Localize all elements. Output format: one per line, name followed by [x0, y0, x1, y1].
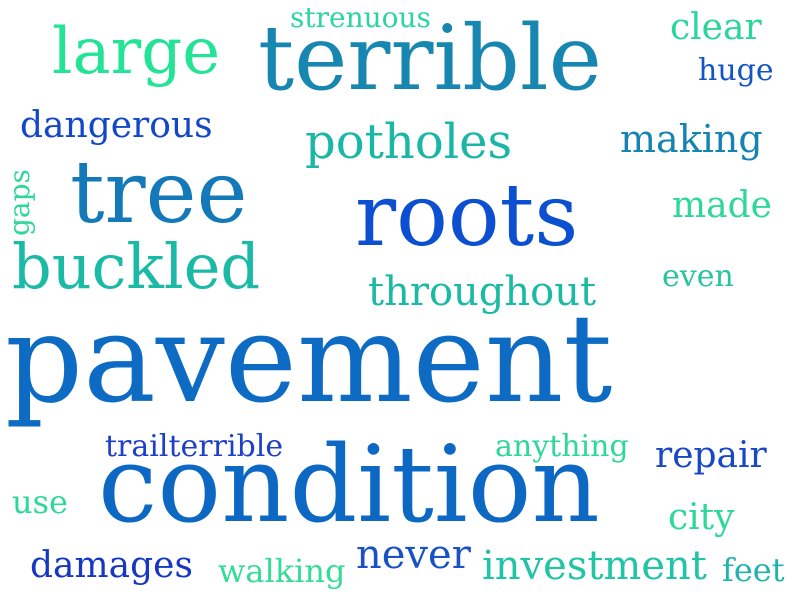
word-potholes: potholes [305, 114, 513, 170]
word-pavement: pavement [5, 288, 613, 430]
word-dangerous: dangerous [20, 105, 213, 146]
word-anything: anything [495, 429, 629, 464]
word-feet: feet [722, 551, 785, 589]
word-never: never [356, 532, 471, 578]
word-making: making [620, 117, 763, 161]
word-roots: roots [355, 166, 579, 266]
word-repair: repair [655, 435, 767, 476]
word-condition: condition [98, 423, 600, 546]
word-walking: walking [218, 552, 346, 590]
word-even: even [662, 259, 734, 294]
word-terrible: terrible [258, 6, 602, 111]
word-investment: investment [482, 543, 707, 589]
word-damages: damages [30, 545, 193, 586]
word-tree: tree [70, 143, 248, 243]
word-huge: huge [698, 53, 774, 88]
word-made: made [672, 185, 772, 226]
word-throughout: throughout [368, 269, 597, 315]
word-buckled: buckled [12, 230, 261, 303]
word-large: large [52, 15, 221, 89]
word-clear: clear [670, 7, 762, 48]
word-trailterrible: trailterrible [105, 429, 284, 464]
word-use: use [12, 483, 68, 521]
word-strenuous: strenuous [290, 1, 431, 34]
word-gaps: gaps [3, 169, 36, 236]
word-city: city [668, 497, 735, 538]
